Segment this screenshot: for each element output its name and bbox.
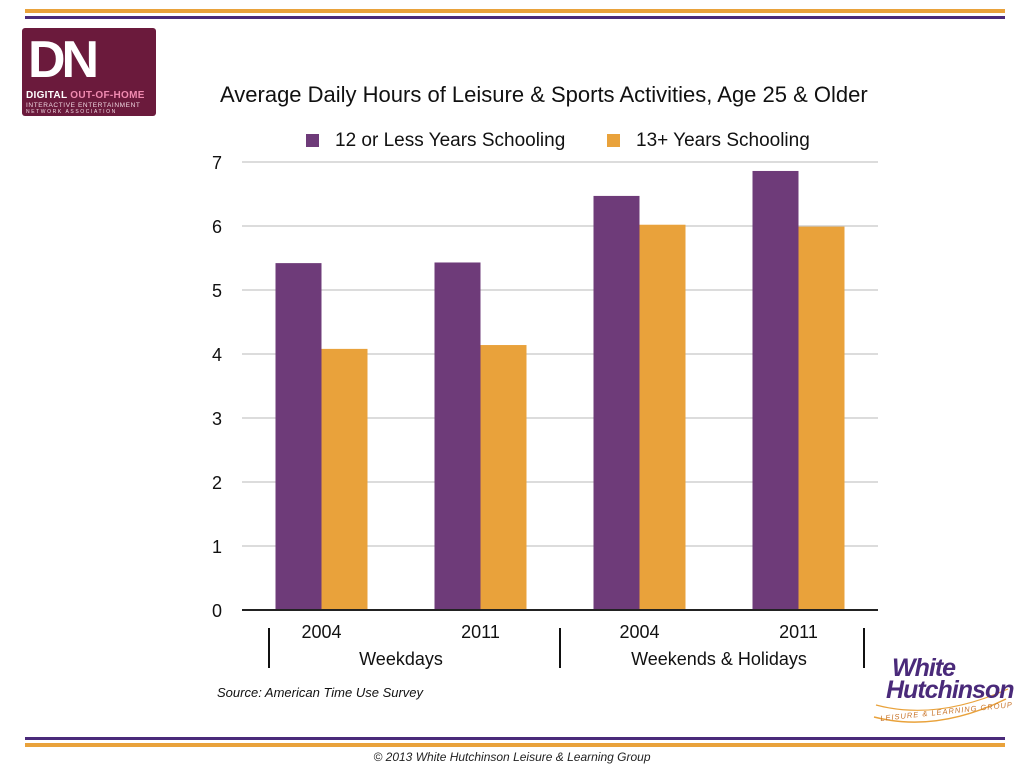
legend-swatch-purple — [306, 134, 319, 147]
top-rule-purple — [25, 16, 1005, 19]
copyright-footer: © 2013 White Hutchinson Leisure & Learni… — [373, 750, 651, 764]
bar — [434, 262, 481, 610]
brand-line-2: Hutchinson — [886, 676, 1014, 704]
group-label: Weekdays — [359, 649, 443, 669]
x-tick-label: 2004 — [301, 622, 341, 642]
white-hutchinson-logo: White Hutchinson LEISURE & LEARNING GROU… — [866, 655, 1016, 730]
y-tick-label: 2 — [212, 473, 222, 493]
dn-logo: DN DIGITAL OUT-OF-HOME INTERACTIVE ENTER… — [22, 28, 156, 116]
bar — [321, 348, 368, 610]
bar — [593, 195, 640, 611]
x-tick-label: 2011 — [779, 622, 818, 642]
source-note: Source: American Time Use Survey — [217, 685, 424, 700]
legend-item-series-1: 12 or Less Years Schooling — [306, 130, 565, 152]
logo-line-1: DIGITAL OUT-OF-HOME — [26, 90, 145, 101]
logo-line-2: INTERACTIVE ENTERTAINMENT — [26, 102, 141, 109]
y-tick-label: 5 — [212, 281, 222, 301]
bottom-rule-purple — [25, 737, 1005, 740]
x-tick-label: 2011 — [461, 622, 500, 642]
chart-title: Average Daily Hours of Leisure & Sports … — [220, 82, 868, 107]
y-tick-label: 3 — [212, 409, 222, 429]
x-tick-label: 2004 — [619, 622, 659, 642]
legend-item-series-2: 13+ Years Schooling — [607, 130, 810, 152]
logo-line-3: NETWORK ASSOCIATION — [26, 109, 117, 115]
logo-swoosh-icon — [873, 688, 1009, 723]
bottom-rule-orange — [25, 743, 1005, 747]
legend-label-series-2: 13+ Years Schooling — [636, 130, 810, 151]
bar — [639, 224, 686, 610]
bar — [752, 170, 799, 610]
y-tick-label: 1 — [212, 537, 222, 557]
legend-swatch-orange — [607, 134, 620, 147]
top-rule-orange — [25, 9, 1005, 13]
logo-mark: DN — [28, 31, 99, 89]
bar — [275, 263, 322, 610]
y-tick-label: 6 — [212, 217, 222, 237]
bar — [480, 345, 527, 610]
brand-line-1: White — [892, 654, 956, 682]
y-tick-label: 4 — [212, 345, 222, 365]
group-label: Weekends & Holidays — [631, 649, 807, 669]
legend-label-series-1: 12 or Less Years Schooling — [335, 130, 566, 151]
bar — [798, 226, 845, 610]
y-tick-label: 7 — [212, 153, 222, 173]
y-tick-label: 0 — [212, 601, 222, 621]
